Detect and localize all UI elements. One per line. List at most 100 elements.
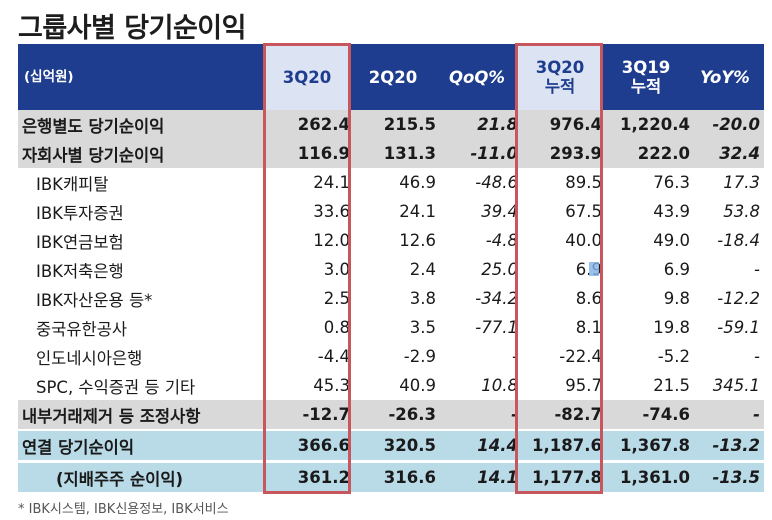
cell-2q20: 215.5: [383, 115, 436, 134]
cell-qoq: 25.0: [481, 260, 518, 279]
cell-yoy: -59.1: [717, 318, 760, 337]
row-label: 연결 당기순이익: [22, 437, 135, 457]
row-label: 인도네시아은행: [36, 348, 143, 368]
cell-3q20-cum: 8.6: [575, 289, 602, 308]
cell-3q19-cum: 6.9: [663, 260, 690, 279]
table-row: IBK저축은행 3.0 2.4 25.0 6.9 6.9 -: [18, 255, 764, 284]
cell-qoq: -: [511, 405, 518, 424]
cell-3q20-cum: 95.7: [565, 376, 602, 395]
row-divider: [18, 461, 764, 463]
cell-yoy: 345.1: [712, 376, 760, 395]
cell-qoq: -4.8: [485, 231, 518, 250]
cell-3q19-cum: -5.2: [657, 347, 690, 366]
cell-3q20: 3.0: [323, 260, 350, 279]
cell-yoy: 17.3: [723, 173, 760, 192]
table-row: IBK캐피탈 24.1 46.9 -48.6 89.5 76.3 17.3: [18, 168, 764, 197]
row-label: IBK자산운용 등*: [36, 290, 153, 310]
table-row: 인도네시아은행 -4.4 -2.9 - -22.4 -5.2 -: [18, 342, 764, 371]
cell-2q20: 131.3: [383, 144, 436, 163]
row-label: IBK연금보험: [36, 232, 124, 252]
cell-qoq: -: [512, 347, 518, 366]
cell-3q19-cum: 222.0: [637, 144, 690, 163]
cell-2q20: 316.6: [383, 468, 436, 487]
cell-3q19-cum: 21.5: [653, 376, 690, 395]
cell-qoq: 10.8: [481, 376, 518, 395]
table-row: IBK투자증권 33.6 24.1 39.4 67.5 43.9 53.8: [18, 197, 764, 226]
cell-2q20: 46.9: [399, 173, 436, 192]
col-header-qoq: QoQ%: [449, 67, 505, 87]
cell-2q20: 24.1: [399, 202, 436, 221]
cell-2q20: 320.5: [383, 436, 436, 455]
row-label: IBK투자증권: [36, 203, 124, 223]
cell-qoq: 14.4: [477, 436, 518, 455]
cell-2q20: 12.6: [399, 231, 436, 250]
cell-qoq: -34.2: [475, 289, 518, 308]
row-label: 중국유한공사: [36, 319, 128, 339]
cell-3q20-cum: 1,187.6: [532, 436, 602, 455]
cell-3q20-cum: 1,177.8: [532, 468, 602, 487]
table-header: (십억원) 3Q20 2Q20 QoQ% 3Q20 누적 3Q19 누적 YoY…: [18, 44, 764, 110]
cell-qoq: 14.1: [477, 468, 518, 487]
cell-3q20: 116.9: [297, 144, 350, 163]
col-header-3q19-cum: 3Q19 누적: [621, 58, 671, 96]
cell-2q20: 40.9: [399, 376, 436, 395]
cell-3q20: 361.2: [297, 468, 350, 487]
cell-yoy: -: [754, 347, 760, 366]
row-label: 내부거래제거 등 조정사항: [22, 406, 201, 426]
cell-3q20: 45.3: [313, 376, 350, 395]
table-row: 중국유한공사 0.8 3.5 -77.1 8.1 19.8 -59.1: [18, 313, 764, 342]
table-row: 내부거래제거 등 조정사항 -12.7 -26.3 - -82.7 -74.6 …: [18, 400, 764, 429]
cell-yoy: -12.2: [717, 289, 760, 308]
cell-2q20: 3.8: [409, 289, 436, 308]
table-row: (지배주주 순이익) 361.2 316.6 14.1 1,177.8 1,36…: [18, 463, 764, 492]
cell-2q20: 2.4: [409, 260, 436, 279]
cell-3q20-cum: -82.7: [554, 405, 602, 424]
row-label: SPC, 수익증권 등 기타: [36, 377, 196, 397]
cell-yoy: -: [754, 260, 760, 279]
cell-3q19-cum: 1,367.8: [620, 436, 690, 455]
row-label: (지배주주 순이익): [56, 469, 184, 489]
cell-3q20-cum: 67.5: [565, 202, 602, 221]
cell-3q19-cum: 43.9: [653, 202, 690, 221]
cell-2q20: 3.5: [409, 318, 436, 337]
cell-3q20: 262.4: [297, 115, 350, 134]
cell-3q20: 12.0: [313, 231, 350, 250]
cell-3q20: 366.6: [297, 436, 350, 455]
cell-3q20: 24.1: [313, 173, 350, 192]
col-header-2q20: 2Q20: [368, 67, 418, 87]
table-row: 자회사별 당기순이익 116.9 131.3 -11.0 293.9 222.0…: [18, 139, 764, 168]
cell-3q19-cum: 1,220.4: [620, 115, 690, 134]
cell-yoy: -13.2: [712, 436, 760, 455]
cell-3q19-cum: 1,361.0: [620, 468, 690, 487]
cell-3q19-cum: 9.8: [663, 289, 690, 308]
cell-3q20-cum: 293.9: [549, 144, 602, 163]
cell-3q20-cum: -22.4: [559, 347, 602, 366]
cell-3q20: -4.4: [317, 347, 350, 366]
cell-3q20-cum: 40.0: [565, 231, 602, 250]
page-title: 그룹사별 당기순이익: [18, 13, 246, 44]
cell-yoy: -13.5: [712, 468, 760, 487]
row-label: IBK캐피탈: [36, 174, 109, 194]
cell-yoy: -: [753, 405, 760, 424]
col-header-3q20: 3Q20: [264, 44, 350, 110]
cell-2q20: -26.3: [388, 405, 436, 424]
cell-yoy: -20.0: [712, 115, 760, 134]
cell-qoq: 39.4: [481, 202, 518, 221]
cell-3q20: 2.5: [323, 289, 350, 308]
row-label: 자회사별 당기순이익: [22, 145, 165, 165]
col-header-3q20-cum: 3Q20 누적: [518, 44, 602, 110]
unit-label: (십억원): [24, 68, 74, 85]
cell-3q20-cum: 89.5: [565, 173, 602, 192]
cell-3q20-cum: 976.4: [549, 115, 602, 134]
cell-qoq: -77.1: [475, 318, 518, 337]
cell-yoy: -18.4: [717, 231, 760, 250]
row-label: 은행별도 당기순이익: [22, 116, 165, 136]
text-cursor-highlight: [589, 262, 599, 276]
cell-3q20: 0.8: [323, 318, 350, 337]
table-row: 연결 당기순이익 366.6 320.5 14.4 1,187.6 1,367.…: [18, 431, 764, 460]
cell-3q19-cum: 19.8: [653, 318, 690, 337]
cell-3q19-cum: -74.6: [642, 405, 690, 424]
table-row: IBK자산운용 등* 2.5 3.8 -34.2 8.6 9.8 -12.2: [18, 284, 764, 313]
cell-qoq: -48.6: [475, 173, 518, 192]
col-header-yoy: YoY%: [700, 67, 750, 87]
